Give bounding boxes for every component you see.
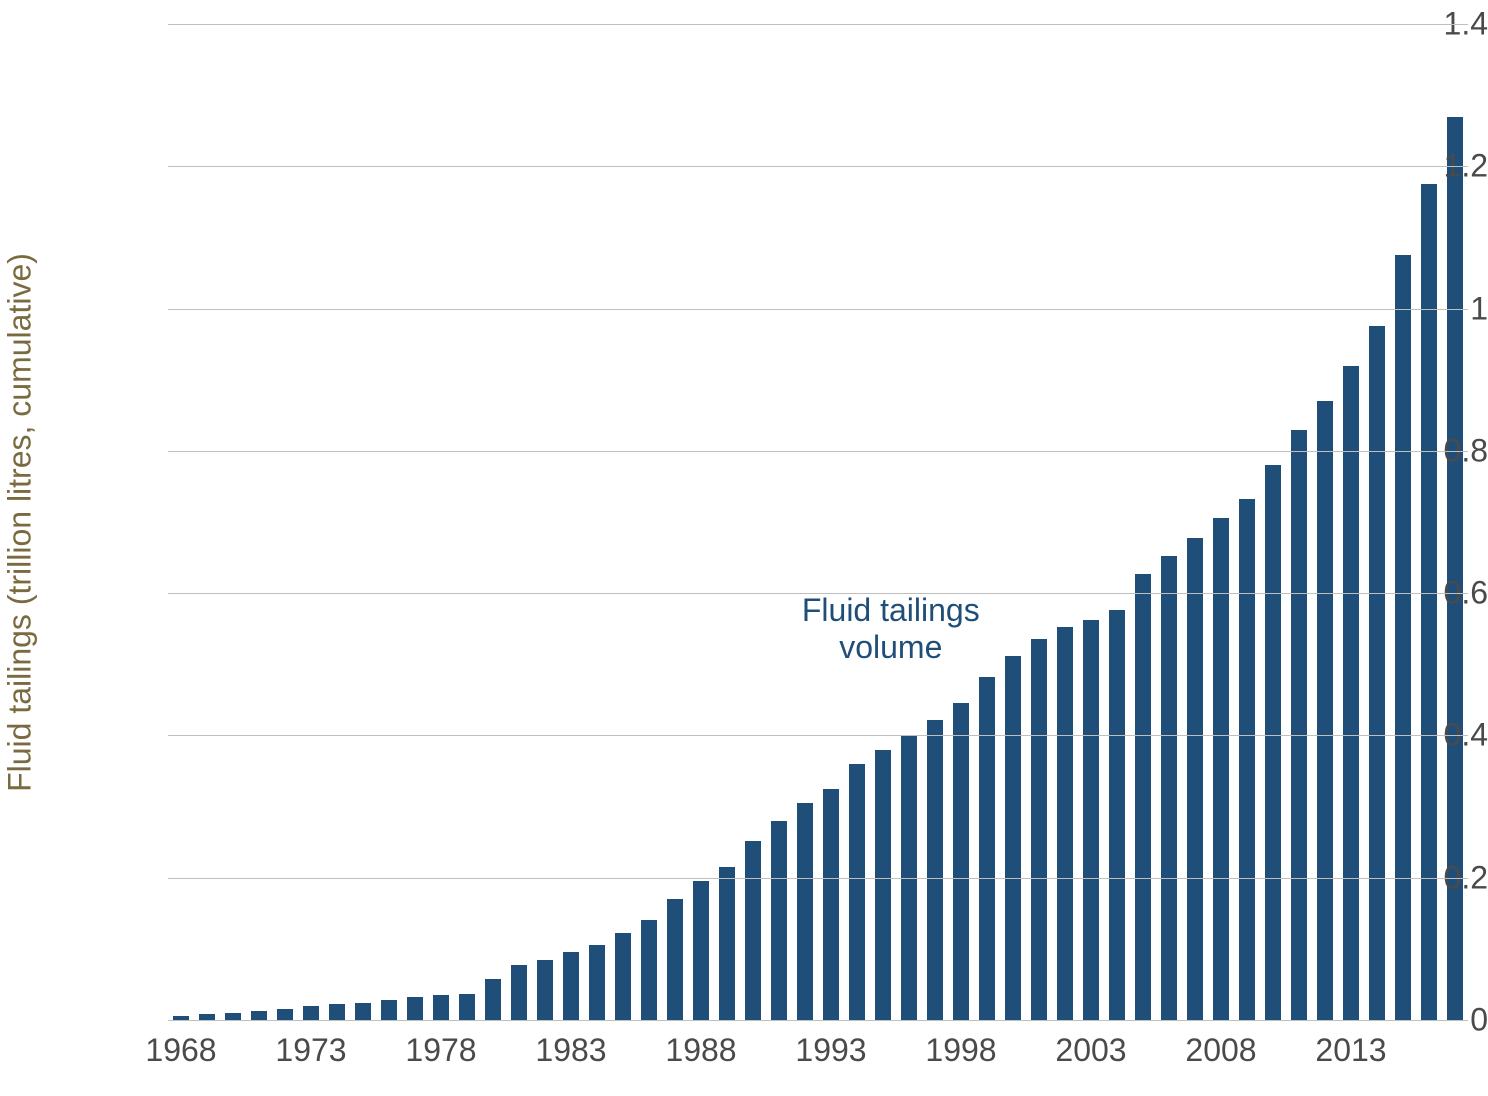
bar xyxy=(1083,620,1099,1020)
bar xyxy=(1057,627,1073,1020)
bar xyxy=(1005,656,1021,1020)
bar xyxy=(979,677,995,1020)
bar xyxy=(1395,255,1411,1020)
bar xyxy=(277,1009,293,1020)
bar xyxy=(797,803,813,1020)
gridline xyxy=(168,451,1468,452)
x-tick-label: 1973 xyxy=(275,1032,346,1069)
x-tick-label: 1983 xyxy=(535,1032,606,1069)
bar xyxy=(1187,538,1203,1020)
bar xyxy=(641,920,657,1020)
gridline xyxy=(168,166,1468,167)
bar xyxy=(459,994,475,1020)
bar xyxy=(823,789,839,1020)
x-tick-label: 2008 xyxy=(1185,1032,1256,1069)
x-tick-label: 2003 xyxy=(1055,1032,1126,1069)
bar xyxy=(303,1006,319,1020)
bar xyxy=(693,881,709,1020)
bar xyxy=(355,1003,371,1020)
x-tick-label: 1998 xyxy=(925,1032,996,1069)
gridline xyxy=(168,593,1468,594)
bar xyxy=(771,821,787,1020)
gridline xyxy=(168,878,1468,879)
gridline xyxy=(168,1020,1468,1021)
x-tick-label: 1993 xyxy=(795,1032,866,1069)
bar xyxy=(589,945,605,1020)
bar xyxy=(875,750,891,1020)
bar xyxy=(511,965,527,1020)
bar xyxy=(927,720,943,1020)
annotation-line2: volume xyxy=(839,629,942,665)
bar xyxy=(1109,610,1125,1020)
bar xyxy=(225,1013,241,1020)
bar xyxy=(745,841,761,1020)
gridline xyxy=(168,309,1468,310)
y-axis-label: Fluid tailings (trillion litres, cumulat… xyxy=(2,173,39,873)
plot-area xyxy=(168,24,1468,1020)
x-tick-label: 2013 xyxy=(1315,1032,1386,1069)
bar xyxy=(667,899,683,1020)
annotation-line1: Fluid tailings xyxy=(802,592,980,628)
x-tick-label: 1978 xyxy=(405,1032,476,1069)
bar xyxy=(1291,430,1307,1020)
bar xyxy=(953,703,969,1020)
bar xyxy=(1369,326,1385,1020)
bar xyxy=(407,997,423,1020)
x-tick-label: 1988 xyxy=(665,1032,736,1069)
bar xyxy=(1239,499,1255,1020)
chart-annotation: Fluid tailings volume xyxy=(802,592,980,666)
bar xyxy=(1317,401,1333,1020)
bar xyxy=(329,1004,345,1020)
x-tick-label: 1968 xyxy=(145,1032,216,1069)
gridline xyxy=(168,735,1468,736)
bar xyxy=(1135,574,1151,1020)
bar xyxy=(485,979,501,1020)
bar xyxy=(251,1011,267,1020)
chart-container: 00.20.40.60.811.21.4 1968197319781983198… xyxy=(0,0,1488,1096)
bar xyxy=(615,933,631,1020)
bar xyxy=(381,1000,397,1020)
bar xyxy=(1161,556,1177,1020)
bar xyxy=(849,764,865,1020)
bar xyxy=(563,952,579,1020)
bar xyxy=(1031,639,1047,1020)
bar xyxy=(719,867,735,1020)
bar xyxy=(433,995,449,1020)
gridline xyxy=(168,24,1468,25)
bar xyxy=(1265,465,1281,1020)
bar xyxy=(537,960,553,1020)
